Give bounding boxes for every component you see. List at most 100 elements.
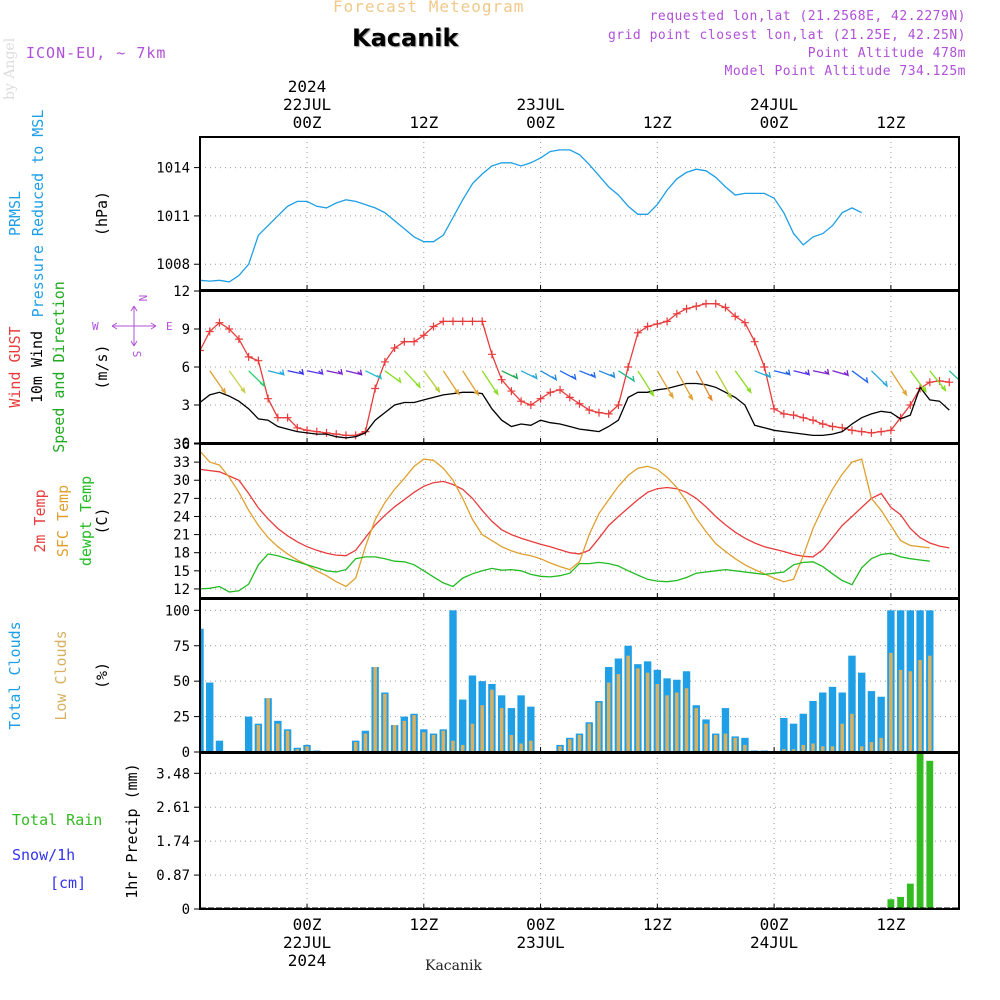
- bottom-tick-label: 22JUL: [283, 933, 331, 952]
- wind-direction-arrow: [326, 370, 343, 375]
- gust-marker: [546, 388, 555, 397]
- wind-direction-arrow: [637, 370, 655, 396]
- panel-unit-label: (C): [93, 507, 111, 534]
- gust-marker: [877, 427, 886, 436]
- requested-point-label: requested lon,lat (21.2568E, 42.2279N): [649, 9, 966, 24]
- series-line: [200, 468, 950, 558]
- wind-direction-arrow: [306, 370, 323, 375]
- low-cloud-bar: [918, 659, 922, 752]
- bottom-tick-label: 2024: [288, 951, 327, 970]
- total-cloud-bar: [780, 718, 788, 752]
- gust-marker: [283, 413, 292, 422]
- y-tick-label: 27: [173, 491, 190, 507]
- wind-arrow-head: [434, 386, 441, 394]
- wind-arrow-head: [279, 369, 285, 377]
- y-tick-label: 2.61: [156, 800, 190, 816]
- gust-marker: [429, 322, 438, 331]
- wind-arrow-head: [629, 375, 635, 383]
- wind-arrow-head: [220, 387, 227, 395]
- panel-plot-area: [200, 610, 934, 752]
- rain-bar: [897, 896, 905, 909]
- wind-direction-arrow: [793, 370, 810, 376]
- grid-point-label: grid point closest lon,lat (21.25E, 42.2…: [607, 28, 966, 43]
- top-tick-label: 12Z: [409, 113, 438, 132]
- total-cloud-bar: [799, 713, 808, 752]
- total-cloud-bar: [449, 610, 457, 752]
- gust-marker: [770, 404, 779, 413]
- wind-arrow-head: [882, 380, 888, 388]
- panel-side-label: Total Clouds: [6, 621, 24, 729]
- low-cloud-bar: [675, 692, 679, 752]
- total-cloud-bar: [721, 708, 730, 752]
- wind-direction-arrow: [695, 370, 713, 401]
- rain-bar: [906, 883, 914, 909]
- y-tick-label: 100: [165, 603, 190, 619]
- gust-marker: [857, 427, 866, 436]
- gust-marker: [497, 375, 506, 384]
- wind-direction-arrow: [890, 370, 907, 396]
- low-cloud-bar: [889, 652, 893, 752]
- gust-marker: [361, 427, 370, 436]
- gust-marker: [594, 408, 603, 417]
- low-cloud-bar: [509, 735, 514, 752]
- wind-arrow-head: [240, 387, 246, 394]
- panel-unit-label: (m/s): [93, 344, 111, 389]
- low-cloud-bar: [606, 682, 611, 752]
- low-cloud-bar: [587, 723, 591, 752]
- panel-side-label: dewpt Temp: [77, 476, 95, 566]
- low-cloud-bar: [305, 746, 309, 752]
- wind-arrow-head: [785, 369, 791, 377]
- wind-arrow-head: [765, 372, 772, 379]
- gust-marker: [925, 378, 934, 387]
- wind-arrow-head: [318, 368, 324, 376]
- low-cloud-bar: [295, 749, 300, 752]
- total-cloud-bar: [468, 675, 477, 752]
- low-cloud-bar: [353, 742, 358, 752]
- wind-arrow-head: [649, 390, 655, 398]
- y-tick-label: 1.74: [156, 834, 190, 850]
- wind-arrow-head: [376, 373, 382, 380]
- rain-bar: [916, 753, 924, 909]
- low-cloud-bar: [928, 655, 932, 752]
- gust-marker: [293, 423, 302, 432]
- low-cloud-bar: [480, 705, 484, 752]
- compass-south: S: [130, 351, 143, 358]
- series-line: [200, 149, 862, 283]
- top-tick-label: 12Z: [876, 113, 905, 132]
- low-cloud-bar: [743, 744, 747, 752]
- panel-plot-area: [200, 299, 959, 440]
- model-label: ICON-EU, ~ 7km: [26, 44, 167, 62]
- total-cloud-bar: [206, 682, 214, 752]
- wind-arrow-head: [337, 368, 344, 376]
- low-cloud-bar: [665, 695, 669, 752]
- wind-arrow-head: [259, 380, 266, 388]
- panel-unit-label: (hPa): [93, 191, 111, 236]
- wind-arrow-head: [357, 369, 363, 377]
- gust-marker: [478, 317, 487, 326]
- wind-direction-arrow: [656, 370, 674, 398]
- low-cloud-bar: [626, 655, 630, 752]
- total-cloud-bar: [200, 628, 204, 752]
- low-cloud-bar: [499, 708, 504, 752]
- panel-clouds: 0 25 50 75 100 Total Clouds Low Clouds (%): [6, 598, 960, 761]
- y-tick-label: 0.87: [156, 868, 190, 884]
- gust-marker: [468, 317, 477, 326]
- wind-direction-arrow: [423, 370, 440, 393]
- gust-marker: [886, 426, 895, 435]
- gust-marker: [371, 384, 380, 393]
- low-cloud-bar: [383, 693, 387, 752]
- panel-side-label: Speed and Direction: [50, 281, 68, 453]
- panel-frame: [199, 136, 960, 291]
- wind-direction-arrow: [948, 370, 959, 381]
- wind-arrow-head: [687, 394, 694, 401]
- low-cloud-bar: [684, 688, 689, 752]
- bottom-tick-label: 00Z: [760, 915, 789, 934]
- low-cloud-bar: [850, 713, 854, 752]
- gust-marker: [779, 409, 788, 418]
- y-tick-label: 1014: [156, 161, 190, 177]
- low-cloud-bar: [830, 746, 835, 752]
- wind-direction-arrow: [832, 370, 849, 376]
- point-altitude-label: Point Altitude 478m: [807, 46, 966, 61]
